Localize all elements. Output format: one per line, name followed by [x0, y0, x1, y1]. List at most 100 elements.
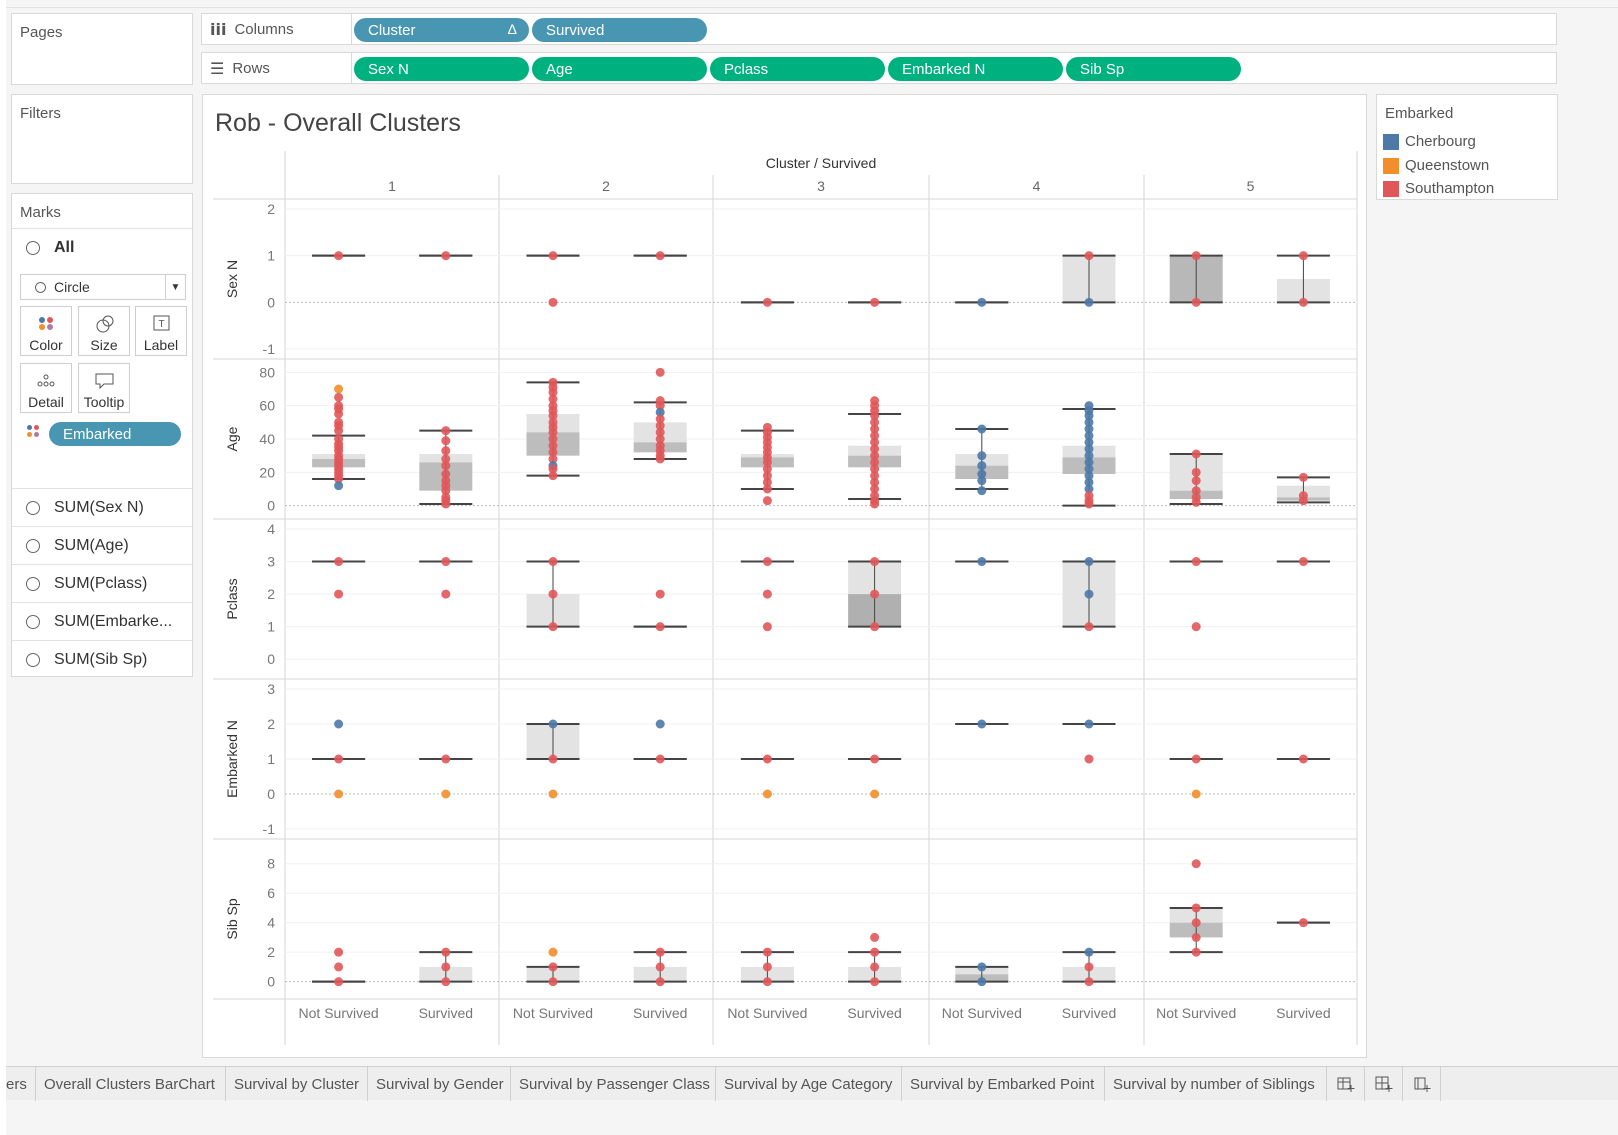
marks-all[interactable]: All: [12, 228, 192, 266]
delta-icon: Δ: [507, 21, 517, 37]
data-point: [1191, 789, 1201, 799]
color-pill-embarked[interactable]: Embarked: [49, 422, 181, 446]
row-header-label: Pclass: [224, 578, 240, 619]
legend-label: Southampton: [1405, 180, 1495, 197]
data-point: [1084, 424, 1094, 434]
column-pill-survived[interactable]: Survived: [532, 18, 707, 42]
measure-label: SUM(Age): [54, 536, 129, 554]
tooltip-button[interactable]: Tooltip: [78, 363, 130, 413]
legend-item-southampton[interactable]: Southampton: [1383, 180, 1494, 197]
tab-overall-clusters[interactable]: ers: [6, 1067, 36, 1101]
pages-card[interactable]: Pages: [11, 13, 193, 85]
marks-sum-embarked[interactable]: SUM(Embarke...: [12, 602, 192, 640]
tab-survival-by-gender[interactable]: Survival by Gender: [368, 1067, 511, 1101]
data-point: [441, 754, 451, 764]
row-pill-age[interactable]: Age: [532, 57, 707, 81]
tab-overall-clusters-barchart[interactable]: Overall Clusters BarChart: [36, 1067, 226, 1101]
data-point: [1191, 557, 1201, 567]
survived-axis-label: Survived: [847, 1005, 901, 1021]
data-point: [870, 499, 880, 509]
data-point: [548, 464, 558, 474]
size-button[interactable]: Size: [78, 306, 130, 356]
legend-swatch: [1383, 180, 1399, 197]
data-point: [1191, 297, 1201, 307]
data-point: [870, 932, 880, 942]
data-point: [441, 469, 451, 479]
new-dashboard-icon[interactable]: [1365, 1067, 1403, 1101]
data-point: [334, 947, 344, 957]
tab-survival-by-cluster[interactable]: Survival by Cluster: [226, 1067, 368, 1101]
legend-item-queenstown[interactable]: Queenstown: [1383, 157, 1489, 174]
radio-icon: [26, 538, 40, 553]
columns-shelf[interactable]: iii Columns Cluster Δ Survived: [201, 13, 1557, 45]
data-point: [655, 251, 665, 261]
top-border: [6, 0, 1618, 8]
axis-tick-label: 1: [267, 751, 275, 767]
detail-button[interactable]: Detail: [20, 363, 72, 413]
rows-shelf[interactable]: ☰ Rows Sex N Age Pclass Embarked N Sib S…: [201, 52, 1557, 84]
row-pill-embarked-n[interactable]: Embarked N: [888, 57, 1063, 81]
data-point: [334, 251, 344, 261]
data-point: [977, 297, 987, 307]
tab-survival-by-passenger-class[interactable]: Survival by Passenger Class: [511, 1067, 716, 1101]
cluster-header-label: 3: [817, 178, 825, 194]
color-legend[interactable]: Embarked Cherbourg Queenstown Southampto…: [1376, 94, 1558, 200]
survived-axis-label: Survived: [1062, 1005, 1116, 1021]
marks-sum-pclass[interactable]: SUM(Pclass): [12, 564, 192, 602]
data-point: [1084, 457, 1094, 467]
marks-sum-sex-n[interactable]: SUM(Sex N): [12, 488, 192, 526]
data-point: [762, 947, 772, 957]
data-point: [655, 977, 665, 987]
data-point: [334, 392, 344, 402]
color-field-icon: [26, 424, 39, 438]
data-point: [655, 414, 665, 424]
data-point: [1084, 622, 1094, 632]
label-button[interactable]: T Label: [135, 306, 187, 356]
radio-icon: [26, 500, 40, 515]
data-point: [870, 947, 880, 957]
row-pill-sib-sp[interactable]: Sib Sp: [1066, 57, 1241, 81]
data-point: [548, 977, 558, 987]
radio-icon: [26, 614, 40, 629]
data-point: [1084, 411, 1094, 421]
legend-item-cherbourg[interactable]: Cherbourg: [1383, 133, 1476, 150]
data-point: [655, 719, 665, 729]
axis-tick-label: 2: [267, 201, 275, 217]
boxplot-chart[interactable]: Cluster / Survived 1 2 3 4 5 Not Survived Survi…: [203, 95, 1368, 1059]
data-point: [1298, 472, 1308, 482]
axis-tick-label: -1: [263, 821, 276, 837]
data-point: [870, 977, 880, 987]
data-point: [1298, 496, 1308, 506]
tab-label: Survival by number of Siblings: [1113, 1075, 1315, 1093]
data-point: [870, 437, 880, 447]
marks-card: Marks All Circle ▼ Color Size T Label De…: [11, 193, 193, 677]
row-pill-pclass[interactable]: Pclass: [710, 57, 885, 81]
axis-tick-label: 6: [267, 885, 275, 901]
axis-tick-label: 2: [267, 716, 275, 732]
mark-type-dropdown[interactable]: Circle ▼: [20, 274, 186, 300]
row-pill-sex-n[interactable]: Sex N: [354, 57, 529, 81]
data-point: [762, 297, 772, 307]
color-button[interactable]: Color: [20, 306, 72, 356]
data-point: [334, 962, 344, 972]
data-point: [1298, 297, 1308, 307]
data-point: [1298, 251, 1308, 261]
marks-sum-sib-sp[interactable]: SUM(Sib Sp): [12, 640, 192, 678]
tooltip-button-label: Tooltip: [83, 394, 125, 410]
new-story-icon[interactable]: [1403, 1067, 1441, 1101]
detail-button-label: Detail: [28, 394, 64, 410]
axis-tick-label: 1: [267, 248, 275, 264]
data-point: [1191, 486, 1201, 496]
marks-sum-age[interactable]: SUM(Age): [12, 526, 192, 564]
tab-survival-by-embarked-point[interactable]: Survival by Embarked Point: [902, 1067, 1105, 1101]
data-point: [1191, 903, 1201, 913]
new-worksheet-icon[interactable]: [1327, 1067, 1365, 1101]
axis-tick-label: 3: [267, 681, 275, 697]
data-point: [1084, 464, 1094, 474]
data-point: [762, 477, 772, 487]
tab-survival-by-siblings[interactable]: Survival by number of Siblings: [1105, 1067, 1327, 1101]
tab-survival-by-age-category[interactable]: Survival by Age Category: [716, 1067, 902, 1101]
axis-tick-label: 1: [267, 619, 275, 635]
filters-card[interactable]: Filters: [11, 94, 193, 184]
column-pill-cluster[interactable]: Cluster Δ: [354, 18, 529, 42]
